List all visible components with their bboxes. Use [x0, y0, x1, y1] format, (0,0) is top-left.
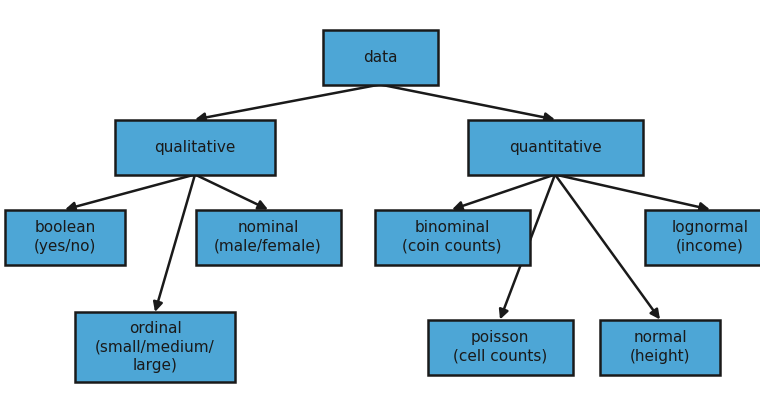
- Text: nominal
(male/female): nominal (male/female): [214, 220, 322, 254]
- FancyBboxPatch shape: [645, 209, 760, 265]
- FancyBboxPatch shape: [427, 319, 572, 375]
- Text: boolean
(yes/no): boolean (yes/no): [33, 220, 97, 254]
- Text: binominal
(coin counts): binominal (coin counts): [402, 220, 502, 254]
- Text: quantitative: quantitative: [508, 140, 601, 154]
- FancyBboxPatch shape: [375, 209, 530, 265]
- Text: poisson
(cell counts): poisson (cell counts): [453, 330, 547, 364]
- FancyBboxPatch shape: [195, 209, 340, 265]
- Text: ordinal
(small/medium/
large): ordinal (small/medium/ large): [95, 321, 215, 373]
- FancyBboxPatch shape: [322, 30, 438, 84]
- FancyBboxPatch shape: [115, 119, 275, 175]
- Text: qualitative: qualitative: [154, 140, 236, 154]
- FancyBboxPatch shape: [600, 319, 720, 375]
- Text: lognormal
(income): lognormal (income): [672, 220, 749, 254]
- Text: normal
(height): normal (height): [630, 330, 690, 364]
- FancyBboxPatch shape: [5, 209, 125, 265]
- FancyBboxPatch shape: [467, 119, 642, 175]
- Text: data: data: [363, 49, 397, 65]
- FancyBboxPatch shape: [75, 312, 235, 382]
